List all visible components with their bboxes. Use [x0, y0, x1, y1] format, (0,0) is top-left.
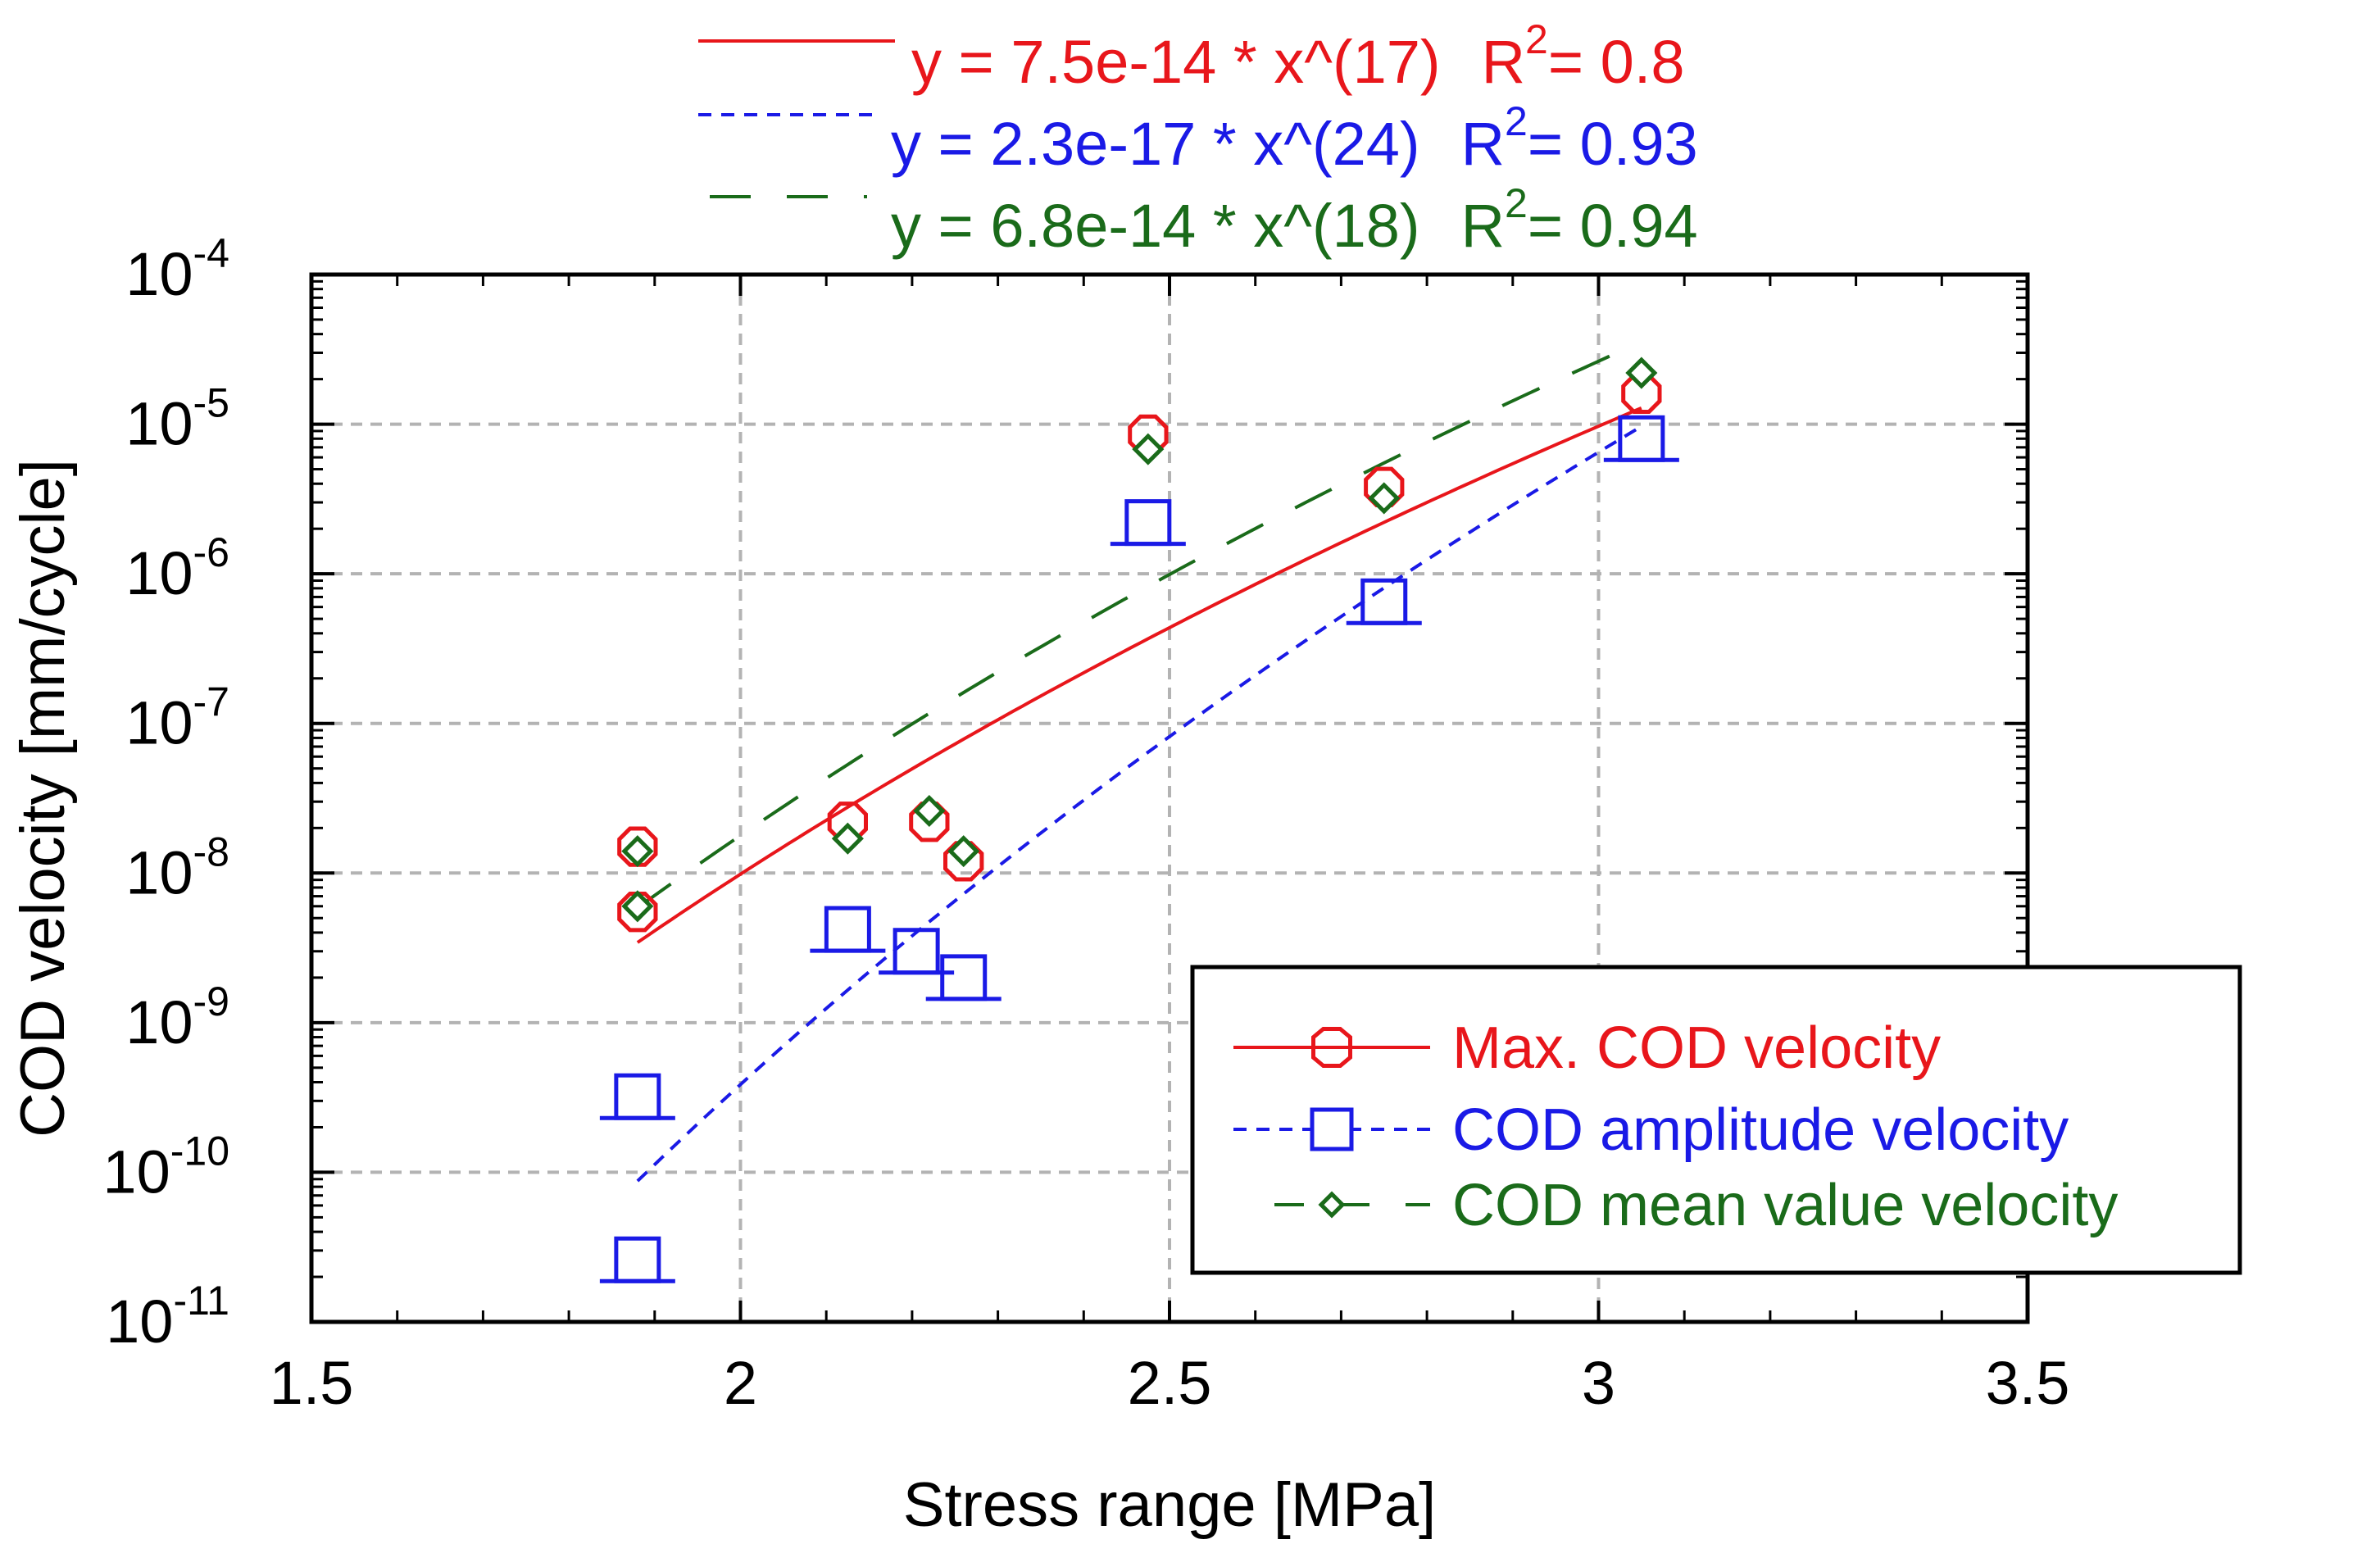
- y-tick-label: 10-8: [125, 829, 229, 906]
- equation-amplitude-formula: y = 2.3e-17 * x^(24): [891, 110, 1420, 178]
- legend: Max. COD velocity COD amplitude velocity…: [1190, 965, 2242, 1275]
- equation-mean-r: R: [1461, 192, 1505, 260]
- legend-label-mean: COD mean value velocity: [1452, 1173, 2118, 1238]
- equation-text-mean: y = 6.8e-14 * x^(18) R2= 0.94: [891, 180, 1698, 260]
- equation-text-amplitude: y = 2.3e-17 * x^(24) R2= 0.93: [891, 98, 1698, 178]
- equation-text-max: y = 7.5e-14 * x^(17) R2= 0.8: [911, 16, 1684, 96]
- marker-amplitude-cod: [1618, 415, 1665, 462]
- equation-max-formula: y = 7.5e-14 * x^(17): [911, 28, 1441, 96]
- y-tick-label: 10-10: [102, 1128, 229, 1206]
- equation-mean-r2-value: = 0.94: [1528, 192, 1698, 260]
- equation-amplitude-r: R: [1461, 110, 1505, 178]
- legend-marker-amplitude: [1310, 1107, 1354, 1151]
- equation-max-r2-value: = 0.8: [1548, 28, 1685, 96]
- tick-labels: 1.5 2 2.5 3 3.5 10-11 10-10 10-9 10-8 10-7 10-6 10-…: [102, 230, 2069, 1417]
- y-tick-label: 10-7: [125, 679, 229, 757]
- x-axis-label: Stress range [MPa]: [903, 1470, 1437, 1540]
- x-tick-label: 3.5: [1986, 1349, 2070, 1417]
- y-axis-label: COD velocity [mm/cycle]: [8, 459, 78, 1138]
- marker-max-cod: [617, 892, 658, 933]
- fit-curve-series-0: [636, 406, 1642, 944]
- marker-amplitude-cod: [940, 954, 988, 1001]
- y-tick-label: 10-11: [106, 1278, 229, 1356]
- marker-mean-cod: [947, 835, 980, 868]
- marker-amplitude-cod: [614, 1236, 661, 1283]
- marker-mean-cod: [621, 835, 654, 868]
- marker-amplitude-cod: [824, 906, 871, 953]
- x-tick-label: 1.5: [270, 1349, 354, 1417]
- equation-amplitude-r2-value: = 0.93: [1528, 110, 1698, 178]
- y-tick-label: 10-6: [125, 529, 229, 607]
- equation-max-r2-sup: 2: [1525, 16, 1548, 62]
- fit-curves: [636, 340, 1642, 1183]
- marker-mean-cod: [1625, 356, 1658, 389]
- equation-mean-r2-sup: 2: [1505, 180, 1528, 226]
- equation-amplitude-r2-sup: 2: [1505, 98, 1528, 144]
- legend-marker-mean: [1318, 1191, 1346, 1219]
- x-tick-label: 3: [1582, 1349, 1615, 1417]
- x-tick-label: 2.5: [1128, 1349, 1212, 1417]
- marker-mean-cod: [1132, 433, 1165, 465]
- x-tick-label: 2: [724, 1349, 757, 1417]
- fit-curve-series-1: [636, 425, 1642, 1183]
- fit-curve-series-2: [636, 340, 1642, 910]
- marker-mean-cod: [913, 794, 946, 828]
- y-tick-label: 10-4: [125, 230, 229, 308]
- marker-amplitude-cod: [614, 1073, 661, 1120]
- y-tick-label: 10-9: [125, 979, 229, 1056]
- marker-amplitude-cod: [1360, 578, 1408, 625]
- legend-label-amplitude: COD amplitude velocity: [1452, 1097, 2069, 1163]
- marker-mean-cod: [621, 890, 654, 923]
- marker-mean-cod: [1368, 482, 1401, 515]
- marker-max-cod: [1621, 373, 1662, 414]
- marker-mean-cod: [831, 822, 864, 855]
- equation-mean-formula: y = 6.8e-14 * x^(18): [891, 192, 1420, 260]
- marker-amplitude-cod: [892, 928, 940, 975]
- legend-label-max: Max. COD velocity: [1452, 1015, 1941, 1081]
- legend-box: [1190, 965, 2242, 1275]
- legend-marker-max: [1311, 1027, 1352, 1068]
- fit-equations: y = 7.5e-14 * x^(17) R2= 0.8 y = 2.3e-17 …: [698, 16, 1698, 260]
- marker-amplitude-cod: [1124, 499, 1172, 547]
- data-markers: [599, 356, 1679, 1283]
- equation-max-r: R: [1482, 28, 1525, 96]
- y-tick-label: 10-5: [125, 380, 229, 458]
- marker-max-cod: [617, 826, 658, 867]
